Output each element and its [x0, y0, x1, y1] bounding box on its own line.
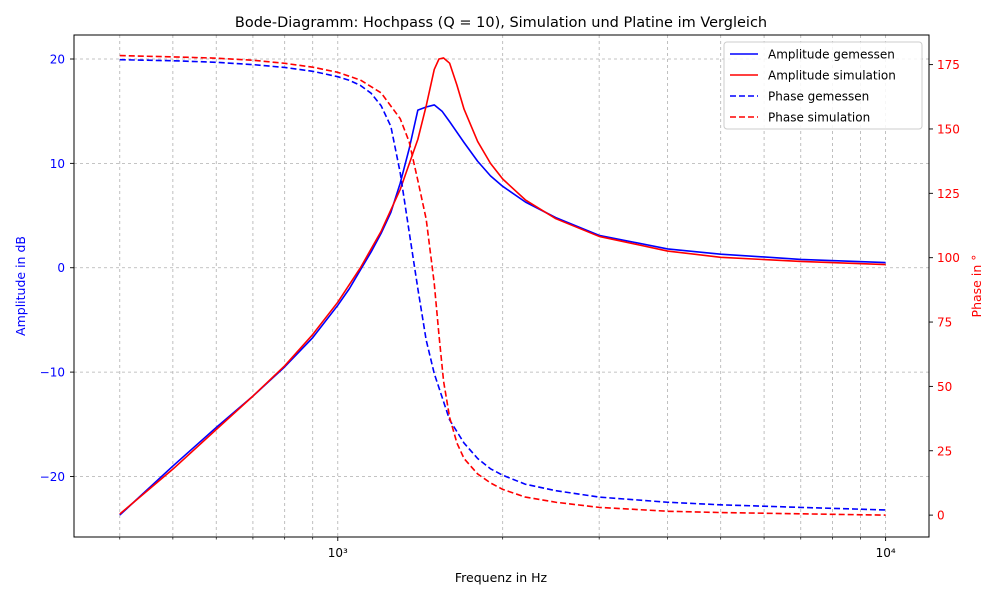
y-right-tick-label: 150: [937, 122, 960, 136]
x-axis-label: Frequenz in Hz: [455, 570, 548, 585]
y-right-tick-label: 0: [937, 509, 945, 523]
y-right-tick-label: 125: [937, 187, 960, 201]
legend-entry: Phase gemessen: [768, 90, 869, 104]
axes: 10³ 10⁴ −20 −10 0 10 20 0 25 50 75 100 125 150 175: [40, 53, 960, 560]
chart-title: Bode-Diagramm: Hochpass (Q = 10), Simula…: [235, 15, 767, 31]
legend-entry: Phase simulation: [768, 111, 870, 125]
y-right-tick-label: 25: [937, 444, 952, 458]
y-left-tick-label: 10: [50, 157, 65, 171]
x-tick-label: 10³: [328, 546, 348, 560]
y-left-tick-label: −10: [40, 366, 65, 380]
plot-area: [119, 54, 886, 516]
series-amplitude-gemessen-line: [119, 104, 886, 516]
x-tick-label: 10⁴: [876, 546, 896, 560]
y-axis-label-left: Amplitude in dB: [13, 236, 28, 336]
legend: Amplitude gemessen Amplitude simulation Ph…: [723, 41, 923, 130]
y-left-tick-label: 0: [57, 261, 65, 275]
y-axis-label-right: Phase in °: [969, 255, 984, 318]
plot-frame: [73, 34, 930, 538]
grid: [74, 35, 929, 537]
series-phase-simulation-line: [119, 54, 886, 516]
y-left-tick-label: −20: [40, 470, 65, 484]
legend-box: [723, 41, 923, 130]
y-left-tick-label: 20: [50, 53, 65, 67]
y-right-tick-label: 175: [937, 58, 960, 72]
series-amplitude-simulation-line: [119, 57, 886, 515]
series-phase-gemessen-line: [119, 58, 886, 511]
y-right-tick-label: 100: [937, 251, 960, 265]
legend-entry: Amplitude gemessen: [768, 48, 895, 62]
y-right-tick-label: 50: [937, 380, 952, 394]
y-right-tick-label: 75: [937, 316, 952, 330]
legend-entry: Amplitude simulation: [768, 69, 896, 83]
